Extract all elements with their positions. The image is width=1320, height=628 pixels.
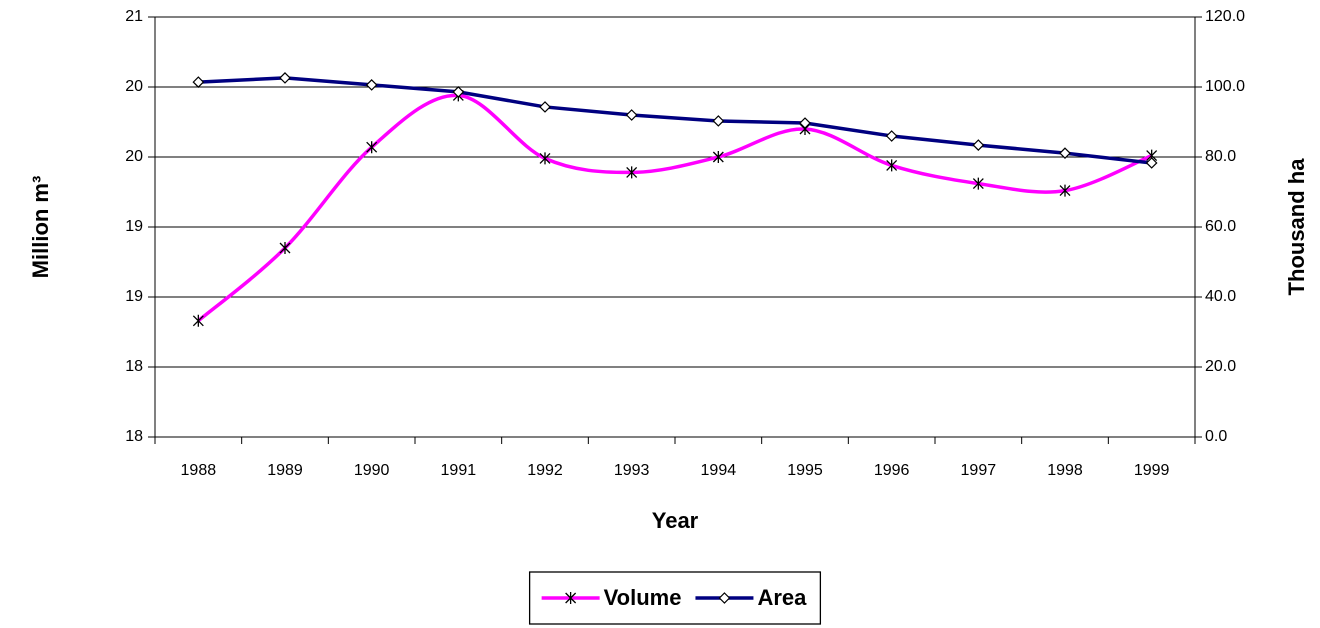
y2-tick-label: 60.0 bbox=[1205, 218, 1236, 235]
x-tick-label: 1988 bbox=[181, 462, 217, 479]
y-tick-label: 18 bbox=[125, 428, 143, 445]
x-tick-label: 1995 bbox=[787, 462, 823, 479]
marker bbox=[565, 592, 577, 604]
x-tick-label: 1989 bbox=[267, 462, 303, 479]
marker bbox=[886, 159, 898, 172]
marker bbox=[539, 152, 551, 165]
y2-tick-label: 0.0 bbox=[1205, 428, 1227, 445]
x-tick-label: 1990 bbox=[354, 462, 390, 479]
x-tick-label: 1992 bbox=[527, 462, 563, 479]
y2-tick-label: 40.0 bbox=[1205, 288, 1236, 305]
y2-tick-label: 20.0 bbox=[1205, 358, 1236, 375]
y-tick-label: 19 bbox=[125, 288, 143, 305]
x-tick-label: 1994 bbox=[701, 462, 737, 479]
y-axis-title: Million m³ bbox=[28, 176, 53, 279]
marker bbox=[799, 117, 811, 129]
y-tick-label: 20 bbox=[125, 78, 143, 95]
marker bbox=[972, 177, 984, 190]
legend: Volume Area bbox=[528, 571, 822, 625]
marker bbox=[718, 592, 731, 604]
marker bbox=[972, 139, 985, 151]
series-line bbox=[197, 93, 1153, 323]
marker bbox=[279, 242, 291, 254]
marker bbox=[625, 109, 638, 121]
legend-label: Area bbox=[757, 585, 807, 610]
y2-tick-label: 120.0 bbox=[1205, 8, 1245, 25]
marker bbox=[539, 101, 551, 113]
marker bbox=[1059, 184, 1071, 197]
marker bbox=[712, 115, 725, 127]
x-tick-label: 1991 bbox=[441, 462, 477, 479]
y2-tick-label: 80.0 bbox=[1205, 148, 1236, 165]
y-tick-label: 18 bbox=[125, 358, 143, 375]
x-tick-label: 1996 bbox=[874, 462, 910, 479]
marker bbox=[885, 130, 898, 142]
x-tick-label: 1993 bbox=[614, 462, 650, 479]
marker bbox=[192, 76, 205, 88]
marker bbox=[279, 72, 291, 84]
marker bbox=[1145, 157, 1158, 169]
x-tick-label: 1999 bbox=[1134, 462, 1170, 479]
marker bbox=[366, 141, 378, 154]
marker bbox=[192, 314, 204, 327]
marker bbox=[1059, 147, 1071, 159]
marker bbox=[626, 166, 638, 179]
marker bbox=[712, 151, 724, 163]
marker bbox=[365, 79, 378, 91]
x-tick-label: 1998 bbox=[1047, 462, 1083, 479]
legend-label: Volume bbox=[604, 585, 682, 610]
y-tick-label: 20 bbox=[125, 148, 143, 165]
y-tick-label: 19 bbox=[125, 218, 143, 235]
y-tick-label: 21 bbox=[125, 8, 143, 25]
y2-tick-label: 100.0 bbox=[1205, 78, 1245, 95]
series-line bbox=[198, 76, 1152, 165]
marker bbox=[452, 86, 465, 98]
y2-axis-title: Thousand ha bbox=[1284, 158, 1309, 296]
x-tick-label: 1997 bbox=[961, 462, 997, 479]
x-axis-title: Year bbox=[652, 508, 699, 533]
